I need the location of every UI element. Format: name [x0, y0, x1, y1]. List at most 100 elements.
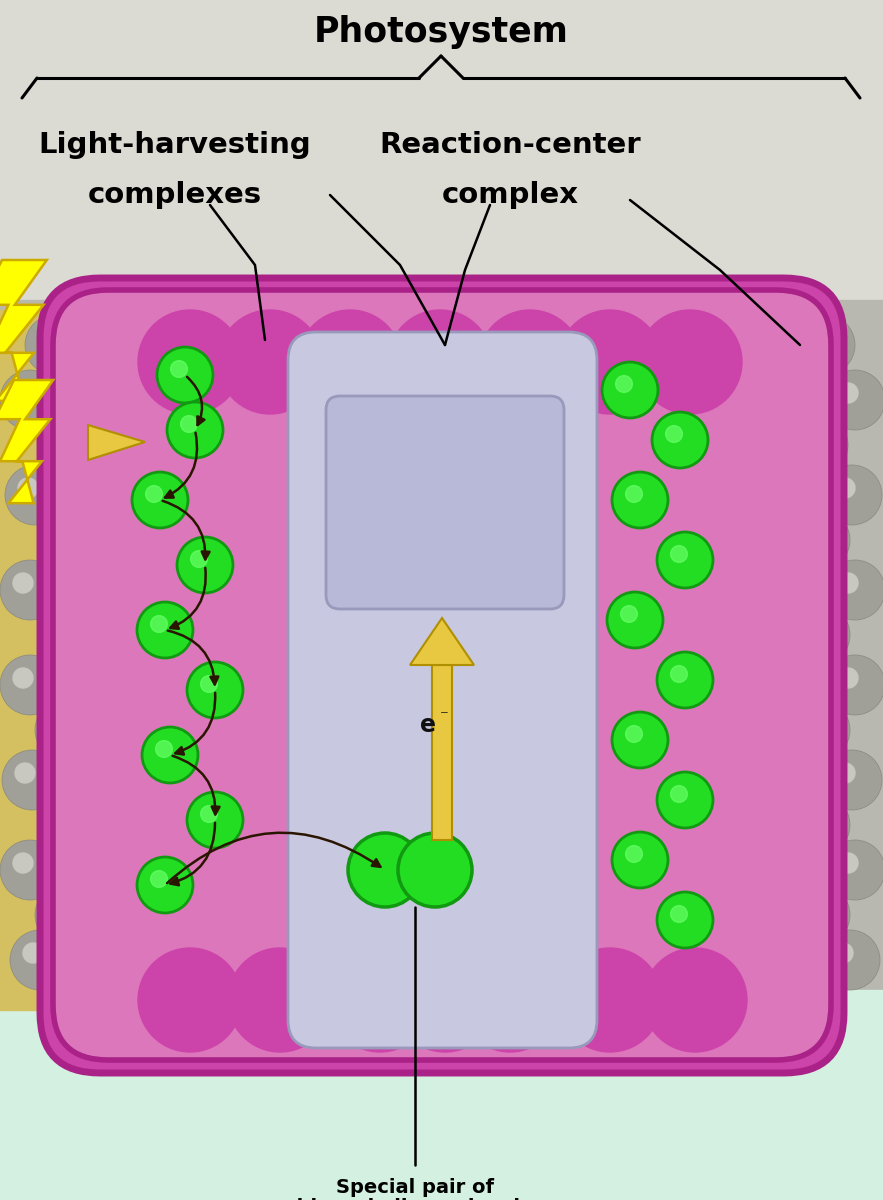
Circle shape [558, 948, 662, 1052]
Circle shape [625, 726, 643, 743]
Circle shape [478, 310, 582, 414]
Bar [0, 990, 883, 1200]
Circle shape [822, 464, 882, 526]
Circle shape [170, 360, 187, 377]
Circle shape [40, 415, 100, 475]
Circle shape [0, 560, 60, 620]
Circle shape [657, 652, 713, 708]
Circle shape [10, 930, 70, 990]
FancyArrowPatch shape [168, 630, 218, 684]
Circle shape [666, 426, 683, 443]
FancyArrowPatch shape [187, 377, 204, 425]
FancyBboxPatch shape [288, 332, 597, 1048]
Circle shape [298, 310, 402, 414]
Circle shape [0, 655, 60, 715]
Circle shape [48, 713, 68, 733]
FancyBboxPatch shape [53, 290, 831, 1060]
Circle shape [13, 383, 33, 403]
Circle shape [138, 310, 242, 414]
Circle shape [612, 712, 668, 768]
FancyArrowPatch shape [167, 833, 381, 883]
Circle shape [790, 510, 850, 570]
Circle shape [137, 602, 193, 658]
Text: Reaction-center: Reaction-center [379, 131, 641, 158]
Circle shape [51, 618, 71, 638]
Circle shape [53, 428, 73, 448]
Circle shape [328, 948, 432, 1052]
Circle shape [35, 700, 95, 760]
Circle shape [790, 886, 850, 946]
Circle shape [151, 871, 168, 888]
Circle shape [142, 727, 198, 782]
Circle shape [652, 412, 708, 468]
Circle shape [5, 464, 65, 526]
Polygon shape [0, 380, 53, 503]
Circle shape [803, 523, 823, 542]
Circle shape [200, 805, 217, 822]
Text: ⁻: ⁻ [440, 707, 449, 725]
Circle shape [458, 948, 562, 1052]
Circle shape [670, 906, 687, 923]
Circle shape [132, 472, 188, 528]
Circle shape [790, 794, 850, 854]
FancyArrowPatch shape [165, 433, 197, 498]
FancyBboxPatch shape [62, 298, 822, 1054]
Circle shape [558, 310, 662, 414]
Circle shape [187, 792, 243, 848]
Bar [0, 0, 883, 335]
Circle shape [825, 655, 883, 715]
Circle shape [228, 948, 332, 1052]
Circle shape [801, 428, 821, 448]
Text: complex: complex [442, 181, 578, 209]
Circle shape [607, 592, 663, 648]
Circle shape [25, 314, 85, 374]
Circle shape [167, 402, 223, 458]
Circle shape [138, 948, 242, 1052]
Text: chlorophyll a molecules: chlorophyll a molecules [285, 1198, 545, 1200]
Circle shape [803, 618, 823, 638]
Circle shape [18, 478, 38, 498]
Circle shape [795, 314, 855, 374]
Circle shape [803, 808, 823, 828]
Circle shape [38, 328, 58, 348]
Circle shape [602, 362, 658, 418]
Circle shape [218, 310, 322, 414]
Circle shape [625, 486, 643, 503]
FancyArrowPatch shape [176, 692, 215, 755]
Circle shape [638, 310, 742, 414]
FancyBboxPatch shape [40, 278, 844, 1073]
Circle shape [200, 676, 217, 692]
Circle shape [657, 532, 713, 588]
Circle shape [657, 892, 713, 948]
Circle shape [42, 510, 102, 570]
Circle shape [13, 853, 33, 874]
Circle shape [398, 833, 472, 907]
Circle shape [825, 560, 883, 620]
Circle shape [825, 370, 883, 430]
Circle shape [48, 898, 68, 918]
Circle shape [803, 898, 823, 918]
Circle shape [13, 668, 33, 688]
Polygon shape [432, 665, 452, 840]
Circle shape [838, 668, 858, 688]
Circle shape [2, 750, 62, 810]
FancyArrowPatch shape [170, 568, 206, 629]
Circle shape [615, 376, 632, 392]
Circle shape [790, 700, 850, 760]
Circle shape [820, 930, 880, 990]
Circle shape [23, 943, 43, 962]
Circle shape [0, 370, 60, 430]
Circle shape [38, 794, 98, 854]
Circle shape [177, 538, 233, 593]
Text: complexes: complexes [88, 181, 262, 209]
Circle shape [348, 833, 422, 907]
Circle shape [146, 486, 162, 503]
Circle shape [612, 832, 668, 888]
Circle shape [13, 572, 33, 593]
Circle shape [833, 943, 853, 962]
Circle shape [15, 763, 35, 782]
Circle shape [137, 857, 193, 913]
Bar [0, 310, 105, 1010]
Circle shape [835, 763, 855, 782]
FancyArrowPatch shape [170, 823, 215, 886]
